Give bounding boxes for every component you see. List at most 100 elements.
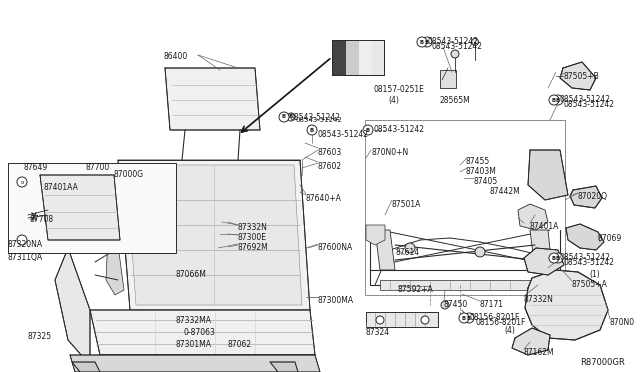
Circle shape [464, 313, 474, 323]
Bar [332, 40, 384, 75]
Polygon shape [570, 186, 602, 208]
Circle shape [417, 37, 427, 47]
Circle shape [553, 253, 563, 263]
Polygon shape [366, 225, 385, 245]
Text: 08543-51242: 08543-51242 [374, 125, 425, 135]
Text: 87450: 87450 [444, 300, 468, 309]
Text: B: B [366, 128, 370, 132]
Bar [332, 40, 346, 75]
Circle shape [459, 313, 469, 323]
Circle shape [405, 243, 415, 253]
Text: 87501A: 87501A [392, 200, 421, 209]
Polygon shape [90, 310, 315, 355]
Text: B: B [425, 39, 429, 45]
Polygon shape [70, 355, 320, 372]
Circle shape [17, 177, 27, 187]
Text: 87442M: 87442M [490, 187, 521, 196]
Text: 87505+B: 87505+B [564, 72, 600, 81]
Circle shape [422, 37, 432, 47]
Text: 87603: 87603 [318, 148, 342, 157]
Bar [359, 40, 372, 75]
Text: R87000GR: R87000GR [580, 358, 625, 367]
Text: 87708: 87708 [30, 215, 54, 224]
Text: 28565M: 28565M [440, 96, 471, 105]
Text: 87649: 87649 [24, 163, 48, 172]
Circle shape [17, 235, 27, 245]
Text: 87325: 87325 [28, 332, 52, 341]
Polygon shape [366, 312, 438, 327]
Text: 87300E: 87300E [238, 233, 267, 242]
Text: B: B [282, 115, 286, 119]
Text: 87401A: 87401A [530, 222, 559, 231]
Polygon shape [566, 224, 604, 250]
Text: 08156-8201F: 08156-8201F [475, 318, 525, 327]
Text: 86400: 86400 [163, 52, 188, 61]
Polygon shape [106, 230, 124, 295]
Polygon shape [518, 204, 548, 230]
Text: (1): (1) [589, 270, 600, 279]
Text: 08543-51242: 08543-51242 [318, 130, 369, 139]
Text: 08543-51242: 08543-51242 [296, 117, 343, 123]
Text: 87069: 87069 [598, 234, 622, 243]
Text: B: B [420, 39, 424, 45]
Text: 08156-8201F: 08156-8201F [470, 314, 520, 323]
Polygon shape [525, 270, 608, 340]
Text: 87324: 87324 [366, 328, 390, 337]
Text: 08543-51242: 08543-51242 [432, 42, 483, 51]
Text: (4): (4) [388, 96, 399, 105]
Circle shape [307, 125, 317, 135]
Bar [440, 70, 456, 88]
Text: 87640+A: 87640+A [306, 194, 342, 203]
Text: o: o [20, 180, 24, 185]
Polygon shape [126, 165, 302, 305]
Text: 87692M: 87692M [238, 243, 269, 252]
Polygon shape [512, 328, 550, 355]
Circle shape [549, 95, 559, 105]
Circle shape [279, 112, 289, 122]
Text: 08157-0251E: 08157-0251E [374, 85, 425, 94]
Polygon shape [375, 230, 395, 270]
Text: B: B [467, 315, 471, 321]
Polygon shape [270, 362, 298, 372]
Text: 870N0: 870N0 [610, 318, 635, 327]
Text: B: B [552, 256, 556, 260]
Text: 87332MA: 87332MA [175, 316, 211, 325]
Bar [332, 40, 384, 75]
Text: 87505+A: 87505+A [572, 280, 608, 289]
Text: 870N0+N: 870N0+N [371, 148, 408, 157]
Polygon shape [380, 280, 555, 290]
Circle shape [451, 50, 459, 58]
Text: 87403M: 87403M [466, 167, 497, 176]
Text: 87401AA: 87401AA [44, 183, 79, 192]
Bar [365, 120, 565, 295]
Text: 87405: 87405 [473, 177, 497, 186]
Polygon shape [560, 62, 596, 90]
Text: 08543-51242: 08543-51242 [428, 38, 479, 46]
Text: 87320NA: 87320NA [8, 240, 43, 249]
Circle shape [363, 125, 373, 135]
Text: 87332N: 87332N [524, 295, 554, 304]
Text: 87600NA: 87600NA [318, 243, 353, 252]
Circle shape [553, 95, 563, 105]
Polygon shape [528, 150, 568, 200]
Text: 87000G: 87000G [113, 170, 143, 179]
Text: B: B [552, 97, 556, 103]
Circle shape [472, 38, 479, 45]
Polygon shape [524, 248, 564, 275]
Text: 08543-51242: 08543-51242 [564, 258, 615, 267]
Bar [365, 120, 565, 295]
Text: B: B [289, 115, 293, 119]
Text: B: B [556, 97, 560, 103]
Text: 08543-51242: 08543-51242 [560, 253, 611, 263]
Text: 87311QA: 87311QA [8, 253, 43, 262]
Circle shape [287, 113, 295, 121]
Text: 87066M: 87066M [175, 270, 206, 279]
Text: B: B [462, 315, 466, 321]
Circle shape [421, 316, 429, 324]
Circle shape [549, 253, 559, 263]
Bar [346, 40, 359, 75]
Polygon shape [118, 160, 310, 310]
Text: 87614: 87614 [396, 248, 420, 257]
Circle shape [475, 247, 485, 257]
Circle shape [441, 301, 449, 309]
